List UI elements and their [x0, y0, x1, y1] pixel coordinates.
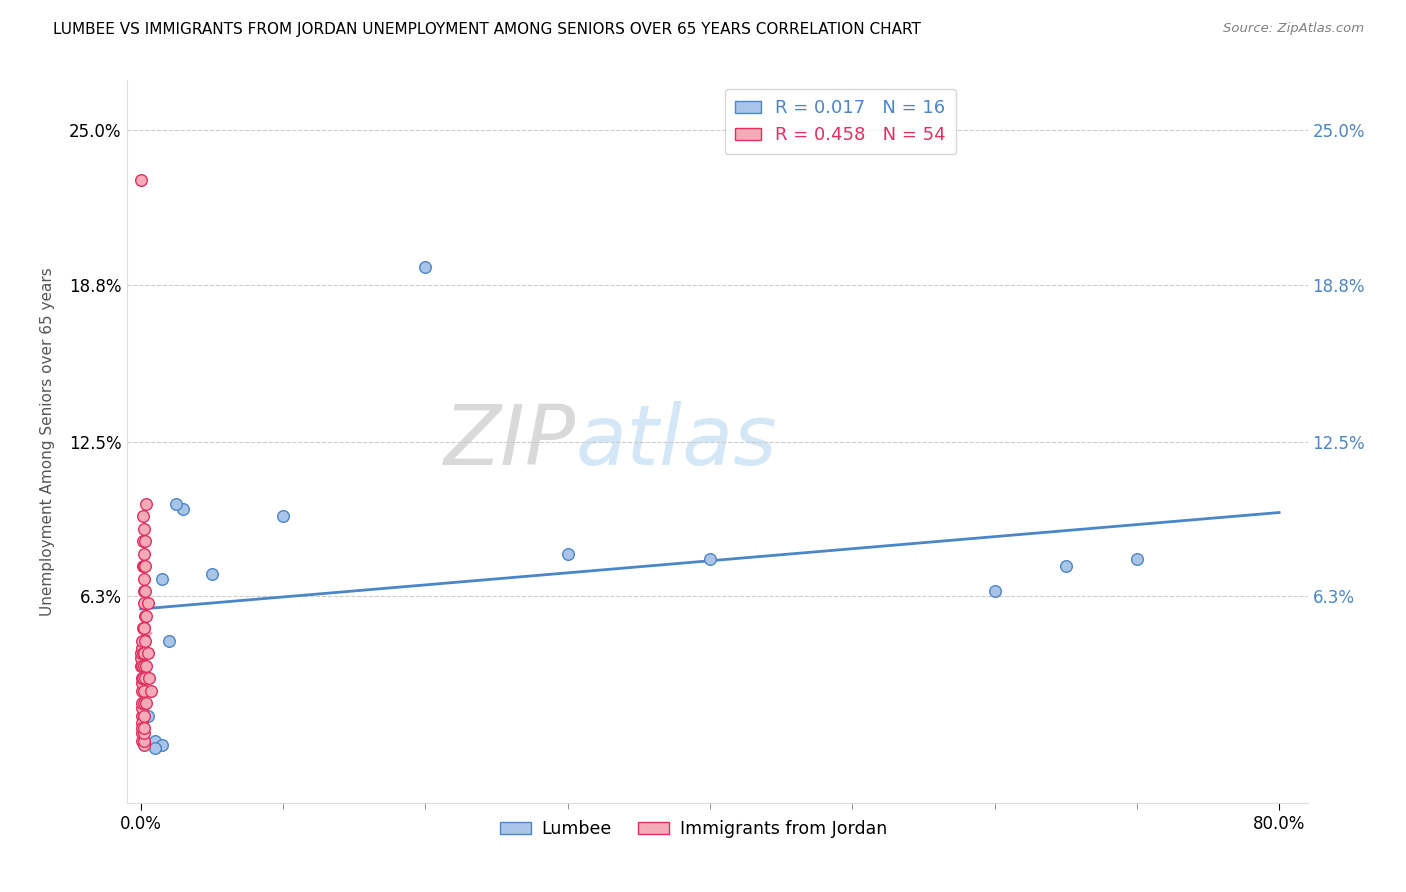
Point — [134, 584, 156, 599]
Point — [699, 551, 721, 566]
Point — [135, 696, 157, 710]
Point — [150, 572, 173, 586]
Point — [132, 534, 155, 549]
Point — [132, 646, 155, 660]
Point — [134, 559, 156, 574]
Point — [131, 671, 153, 685]
Point — [1126, 551, 1149, 566]
Point — [132, 621, 155, 635]
Point — [132, 721, 155, 735]
Point — [983, 584, 1005, 599]
Point — [131, 721, 153, 735]
Text: Source: ZipAtlas.com: Source: ZipAtlas.com — [1223, 22, 1364, 36]
Point — [131, 726, 153, 740]
Point — [134, 609, 156, 624]
Point — [132, 726, 155, 740]
Point — [132, 739, 155, 753]
Point — [271, 509, 294, 524]
Point — [132, 559, 155, 574]
Point — [415, 260, 437, 274]
Point — [131, 701, 153, 715]
Point — [1054, 559, 1077, 574]
Point — [557, 547, 579, 561]
Point — [132, 646, 155, 660]
Point — [131, 733, 153, 747]
Point — [131, 696, 153, 710]
Point — [131, 683, 153, 698]
Point — [132, 597, 155, 611]
Legend: Lumbee, Immigrants from Jordan: Lumbee, Immigrants from Jordan — [494, 813, 894, 845]
Point — [134, 534, 156, 549]
Point — [134, 522, 156, 536]
Point — [134, 633, 156, 648]
Point — [132, 572, 155, 586]
Point — [132, 683, 155, 698]
Point — [131, 676, 153, 690]
Text: ZIP: ZIP — [443, 401, 575, 482]
Point — [131, 633, 153, 648]
Point — [134, 584, 156, 599]
Point — [150, 739, 173, 753]
Text: atlas: atlas — [575, 401, 778, 482]
Point — [134, 547, 156, 561]
Point — [135, 609, 157, 624]
Point — [131, 646, 153, 660]
Point — [136, 708, 159, 723]
Point — [131, 658, 153, 673]
Point — [131, 651, 153, 665]
Point — [132, 658, 155, 673]
Point — [143, 741, 166, 756]
Point — [139, 683, 162, 698]
Point — [132, 671, 155, 685]
Text: LUMBEE VS IMMIGRANTS FROM JORDAN UNEMPLOYMENT AMONG SENIORS OVER 65 YEARS CORREL: LUMBEE VS IMMIGRANTS FROM JORDAN UNEMPLO… — [53, 22, 921, 37]
Point — [157, 633, 180, 648]
Point — [132, 696, 155, 710]
Point — [134, 671, 156, 685]
Point — [138, 671, 160, 685]
Point — [165, 497, 187, 511]
Point — [131, 708, 153, 723]
Point — [136, 597, 159, 611]
Point — [135, 497, 157, 511]
Point — [131, 658, 153, 673]
Point — [132, 509, 155, 524]
Point — [134, 559, 156, 574]
Point — [131, 716, 153, 731]
Point — [131, 173, 153, 187]
Point — [132, 708, 155, 723]
Point — [143, 733, 166, 747]
Point — [132, 733, 155, 747]
Y-axis label: Unemployment Among Seniors over 65 years: Unemployment Among Seniors over 65 years — [41, 268, 55, 615]
Point — [135, 658, 157, 673]
Point — [132, 621, 155, 635]
Point — [134, 621, 156, 635]
Point — [172, 501, 194, 516]
Point — [136, 646, 159, 660]
Point — [201, 566, 224, 581]
Point — [131, 641, 153, 656]
